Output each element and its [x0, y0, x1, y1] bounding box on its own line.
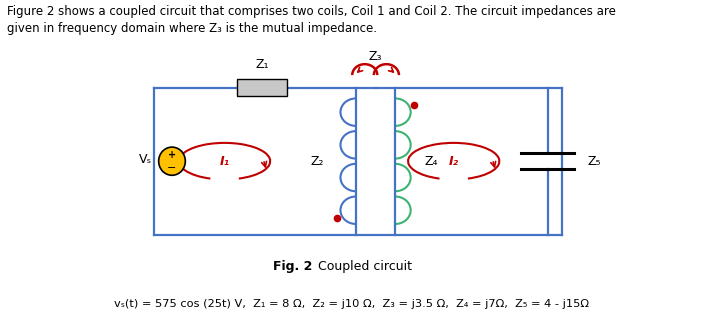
FancyBboxPatch shape: [237, 79, 287, 96]
Text: Z₁: Z₁: [256, 59, 269, 71]
Ellipse shape: [159, 147, 185, 175]
Text: Z₂: Z₂: [310, 155, 324, 168]
Text: I₂: I₂: [449, 155, 459, 168]
Text: −: −: [167, 163, 177, 173]
Text: Figure 2 shows a coupled circuit that comprises two coils, Coil 1 and Coil 2. Th: Figure 2 shows a coupled circuit that co…: [7, 5, 616, 18]
Text: vₛ(t) = 575 cos (25t) V,  Z₁ = 8 Ω,  Z₂ = j10 Ω,  Z₃ = j3.5 Ω,  Z₄ = j7Ω,  Z₅ = : vₛ(t) = 575 cos (25t) V, Z₁ = 8 Ω, Z₂ = …: [114, 299, 588, 309]
Text: Z₅: Z₅: [587, 155, 601, 168]
Text: Z₄: Z₄: [425, 155, 439, 168]
Text: I₁: I₁: [220, 155, 230, 168]
Text: Fig. 2: Fig. 2: [273, 259, 312, 273]
Text: Coupled circuit: Coupled circuit: [314, 259, 413, 273]
Text: Vₛ: Vₛ: [139, 153, 152, 166]
Text: given in frequency domain where Z₃ is the mutual impedance.: given in frequency domain where Z₃ is th…: [7, 22, 377, 35]
Text: Z₃: Z₃: [369, 50, 383, 63]
Text: +: +: [168, 150, 176, 160]
